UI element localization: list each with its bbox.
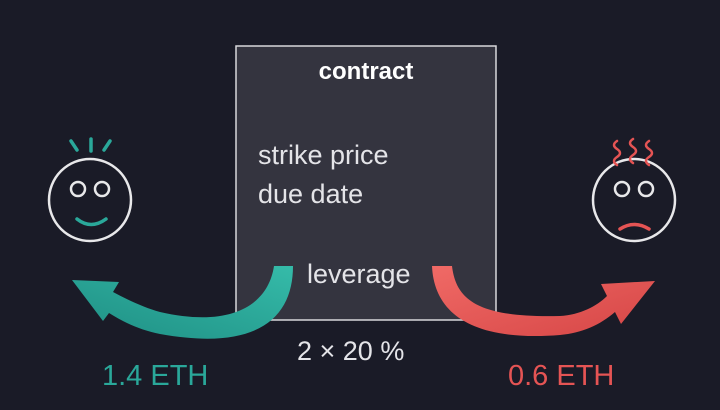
arrow-to-right-party — [432, 266, 655, 337]
excitement-lines-icon — [69, 137, 112, 153]
arrow-left-body — [72, 266, 293, 339]
leverage-multiplier: 2 × 20 % — [297, 336, 405, 366]
frustration-steam-icon — [612, 137, 654, 167]
term-due-date: due date — [258, 179, 364, 209]
left-party-payout: 1.4 ETH — [102, 360, 209, 392]
sad-face-icon — [591, 137, 677, 243]
arrow-to-left-party — [72, 266, 293, 339]
contract-title: contract — [318, 58, 414, 85]
right-party-payout: 0.6 ETH — [508, 360, 615, 392]
arrow-right-body — [432, 266, 655, 337]
happy-face-icon — [47, 137, 133, 243]
leverage-label: leverage — [307, 259, 411, 289]
term-strike-price: strike price — [258, 140, 389, 170]
